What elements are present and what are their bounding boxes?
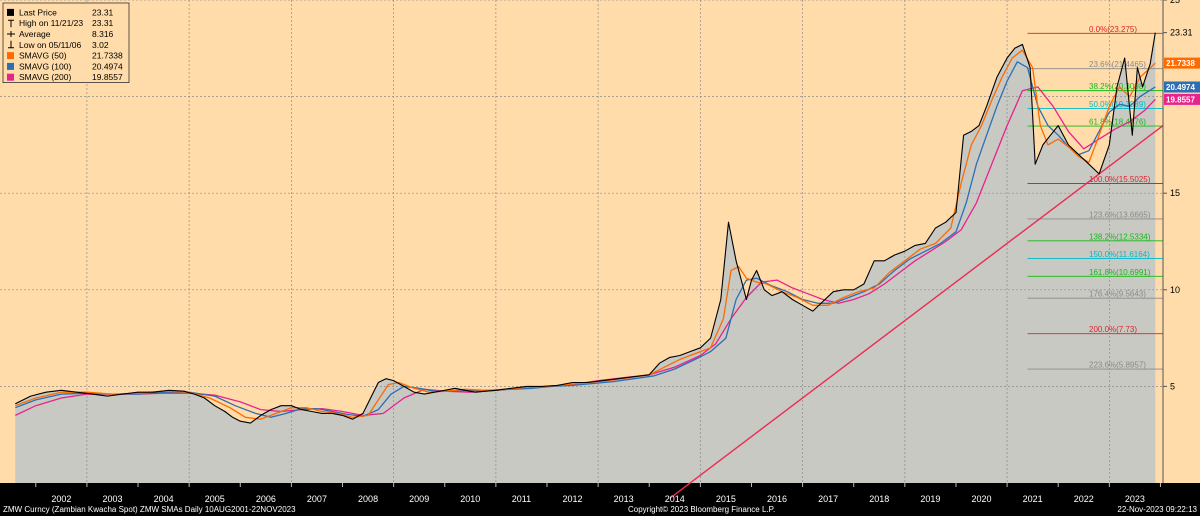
legend-label: Last Price (19, 7, 57, 17)
legend-value: 20.4974 (92, 61, 123, 71)
legend-swatch (7, 8, 14, 16)
x-tick-label: 2011 (512, 494, 531, 504)
fib-level-label: 200.0%(7.73) (1089, 325, 1137, 334)
y-axis-panel (1163, 0, 1200, 483)
legend-label: SMAVG (100) (19, 61, 71, 71)
legend-value: 8.316 (92, 29, 114, 39)
legend-value: 23.31 (92, 18, 114, 28)
legend-swatch (7, 52, 14, 60)
x-tick-label: 2005 (205, 494, 225, 504)
series-line-last-price (15, 32, 1156, 424)
legend-label: Low on 05/11/06 (19, 40, 81, 50)
y-tick-label: 15 (1170, 188, 1180, 198)
series-line-smavg-200 (15, 86, 1156, 417)
price-tag-box (1164, 93, 1200, 105)
price-tag-label: 21.7338 (1166, 59, 1195, 68)
price-tag-box (1164, 81, 1200, 93)
fib-level-label: 50.0%(19.3889) (1089, 100, 1146, 109)
x-tick-label: 2004 (154, 494, 174, 504)
price-area-fill (15, 32, 1156, 483)
y-tick-label: 25 (1170, 0, 1180, 5)
y-tick-label: 5 (1170, 381, 1175, 391)
x-tick-label: 2020 (972, 494, 992, 504)
legend-average-marker (7, 31, 15, 37)
fib-level-label: 223.6%(5.8957) (1089, 361, 1146, 370)
legend-low-marker (8, 40, 14, 49)
legend-label: SMAVG (50) (19, 51, 67, 61)
fib-level-label: 138.2%(12.5334) (1089, 232, 1151, 241)
legend-high-marker (8, 19, 14, 28)
legend-value: 23.31 (92, 7, 114, 17)
fib-level-label: 100.0%(15.5025) (1089, 175, 1151, 184)
price-tag-label: 19.8557 (1166, 95, 1195, 104)
legend-value: 19.8557 (92, 72, 123, 82)
x-tick-label: 2023 (1125, 494, 1145, 504)
legend-value: 21.7338 (92, 51, 123, 61)
legend-box (2, 2, 130, 83)
footer-copyright: Copyright© 2023 Bloomberg Finance L.P. (628, 505, 775, 514)
x-tick-label: 2014 (665, 494, 685, 504)
x-tick-label: 2018 (869, 494, 889, 504)
fib-level-label: 61.8%(18.4776) (1089, 118, 1146, 127)
fib-level-label: 0.0%(23.275) (1089, 25, 1137, 34)
trendline (669, 125, 1164, 500)
y-tick-label: 10 (1170, 285, 1180, 295)
x-tick-label: 2012 (563, 494, 583, 504)
fib-level-label: 23.6%(21.4465) (1089, 60, 1146, 69)
fib-level-label: 161.8%(10.6991) (1089, 268, 1151, 277)
x-tick-label: 2006 (256, 494, 276, 504)
x-tick-label: 2009 (409, 494, 429, 504)
x-tick-label: 2016 (767, 494, 787, 504)
x-tick-label: 2019 (920, 494, 940, 504)
fib-level-label: 176.4%(9.5643) (1089, 290, 1146, 299)
legend-swatch (7, 73, 14, 81)
series-line-smavg-100 (15, 61, 1156, 418)
x-tick-label: 2002 (51, 494, 71, 504)
legend-value: 3.02 (92, 40, 109, 50)
x-tick-label: 2022 (1074, 494, 1094, 504)
y-tick-label: 23.31 (1170, 28, 1193, 38)
footer: ZMW Curncy (Zambian Kwacha Spot) ZMW SMA… (3, 505, 1198, 514)
fib-level-label: 123.6%(13.6665) (1089, 210, 1151, 219)
footer-left-text: ZMW Curncy (Zambian Kwacha Spot) ZMW SMA… (3, 505, 296, 514)
price-tag-label: 20.4974 (1166, 83, 1195, 92)
x-tick-label: 2010 (460, 494, 480, 504)
x-tick-label: 2003 (102, 494, 122, 504)
legend-label: Average (19, 29, 51, 39)
legend-label: High on 11/21/23 (19, 18, 83, 28)
x-tick-label: 2013 (614, 494, 634, 504)
x-tick-label: 2015 (716, 494, 736, 504)
x-tick-label: 2008 (358, 494, 378, 504)
legend-label: SMAVG (200) (19, 72, 71, 82)
x-tick-label: 2007 (307, 494, 327, 504)
x-tick-label: 2021 (1023, 494, 1043, 504)
x-tick-label: 2017 (818, 494, 838, 504)
footer-timestamp: 22-Nov-2023 09:22:13 (1117, 505, 1197, 514)
fib-level-label: 150.0%(11.6164) (1089, 250, 1150, 259)
price-tag-box (1164, 57, 1200, 69)
legend-swatch (7, 62, 14, 70)
